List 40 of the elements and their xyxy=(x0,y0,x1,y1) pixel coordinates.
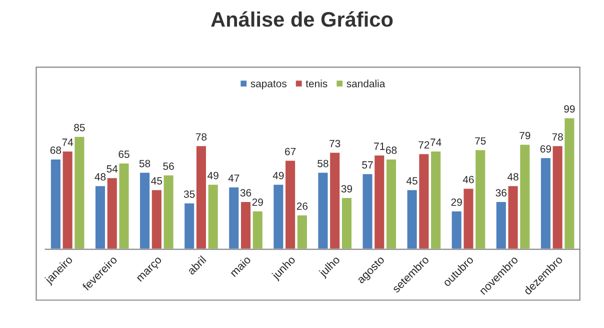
data-label: 48 xyxy=(507,173,518,181)
data-label: 79 xyxy=(520,132,530,140)
data-label: 74 xyxy=(62,138,74,146)
data-label: 85 xyxy=(74,124,85,132)
data-label: 78 xyxy=(552,133,563,141)
data-label: 68 xyxy=(386,146,397,154)
data-label: 36 xyxy=(496,189,506,197)
data-label: 57 xyxy=(362,161,373,169)
data-label: 48 xyxy=(94,173,106,181)
data-label: 45 xyxy=(406,177,418,185)
legend-label: tenis xyxy=(306,80,328,88)
data-label: 69 xyxy=(540,145,551,153)
data-label: 99 xyxy=(564,105,575,113)
chart-title: Análise de Gráfico xyxy=(211,11,393,27)
data-label: 47 xyxy=(228,174,240,182)
data-label: 68 xyxy=(50,146,62,154)
data-label: 75 xyxy=(475,137,486,145)
data-label: 29 xyxy=(451,198,462,206)
data-label: 45 xyxy=(151,177,162,185)
data-label: 49 xyxy=(208,172,218,180)
legend-label: sandalia xyxy=(346,80,386,88)
data-label: 54 xyxy=(106,165,118,173)
data-label: 58 xyxy=(139,160,150,168)
data-label: 58 xyxy=(318,160,328,168)
data-label: 56 xyxy=(163,162,174,170)
data-label: 49 xyxy=(272,172,284,180)
data-label: 35 xyxy=(184,190,195,198)
data-label: 73 xyxy=(330,140,340,148)
data-label: 26 xyxy=(296,202,308,210)
data-label: 29 xyxy=(252,198,263,206)
data-label: 72 xyxy=(418,141,430,148)
data-label: 39 xyxy=(341,185,352,193)
data-label: 67 xyxy=(285,148,296,156)
data-label: 65 xyxy=(118,150,130,158)
data-label: 71 xyxy=(374,142,385,150)
data-label: 74 xyxy=(430,138,442,146)
data-label: 78 xyxy=(196,133,207,141)
data-label: 46 xyxy=(462,176,474,184)
legend-label: sapatos xyxy=(250,80,286,90)
data-label: 36 xyxy=(240,189,252,197)
